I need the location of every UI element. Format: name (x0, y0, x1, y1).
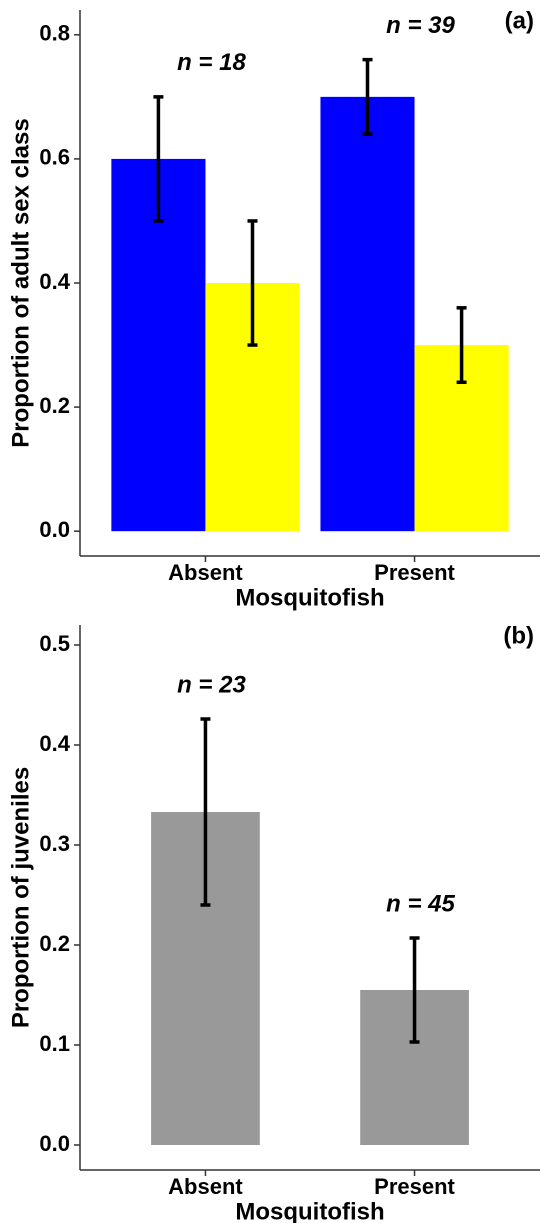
y-tick-label: 0.6 (39, 145, 70, 170)
y-axis-title: Proportion of juveniles (7, 767, 34, 1028)
sample-size-label: n = 45 (386, 890, 455, 917)
x-tick-label: Present (374, 560, 455, 585)
y-tick-label: 0.2 (39, 393, 70, 418)
y-tick-label: 0.2 (39, 931, 70, 956)
y-tick-label: 0.3 (39, 831, 70, 856)
x-tick-label: Present (374, 1174, 455, 1199)
y-tick-label: 0.8 (39, 21, 70, 46)
error-bar (362, 57, 373, 136)
y-tick-label: 0.5 (39, 631, 70, 656)
panel-label: (b) (503, 622, 534, 649)
x-tick-label: Absent (168, 1174, 243, 1199)
y-tick-label: 0.4 (39, 731, 70, 756)
y-tick-label: 0.0 (39, 1131, 70, 1156)
error-bar (200, 717, 211, 907)
x-axis-title: Mosquitofish (235, 584, 384, 611)
y-tick-label: 0.1 (39, 1031, 70, 1056)
y-tick-label: 0.4 (39, 269, 70, 294)
sample-size-label: n = 18 (177, 49, 246, 76)
panel-label: (a) (505, 7, 534, 34)
y-tick-label: 0.0 (39, 517, 70, 542)
y-axis-title: Proportion of adult sex class (7, 118, 34, 447)
x-tick-label: Absent (168, 560, 243, 585)
error-bar (247, 219, 258, 347)
sample-size-label: n = 39 (386, 12, 455, 39)
x-axis-title: Mosquitofish (235, 1198, 384, 1223)
error-bar (456, 306, 467, 385)
sample-size-label: n = 23 (177, 671, 246, 698)
error-bar (153, 95, 164, 223)
error-bar (409, 936, 420, 1044)
bar (320, 96, 415, 532)
